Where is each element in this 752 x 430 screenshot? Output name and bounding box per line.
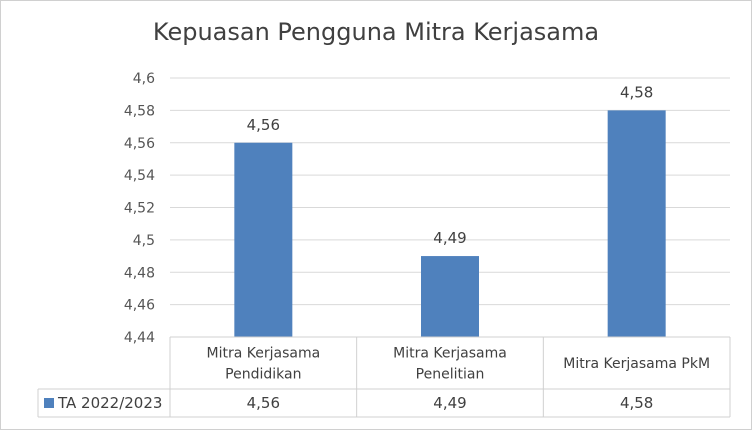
category-label: Pendidikan [225,367,301,383]
data-label: 4,56 [247,116,280,134]
category-label: Penelitian [416,367,485,383]
y-tick-label: 4,44 [124,330,155,346]
bar [607,110,666,337]
bar [421,256,479,337]
y-tick-label: 4,48 [124,265,155,281]
data-label: 4,58 [620,83,653,101]
table-value: 4,49 [433,394,466,412]
chart-title: Kepuasan Pengguna Mitra Kerjasama [152,18,600,46]
category-label: Mitra Kerjasama [393,346,507,362]
y-tick-label: 4,52 [124,201,155,217]
y-tick-label: 4,5 [133,233,155,249]
legend-label: TA 2022/2023 [57,394,162,412]
table-value: 4,56 [247,394,280,412]
category-label: Mitra Kerjasama [207,346,321,362]
y-tick-label: 4,54 [124,168,155,184]
y-tick-label: 4,46 [124,298,155,314]
category-label: Mitra Kerjasama PkM [563,356,710,372]
y-tick-label: 4,58 [124,103,155,119]
bars [234,110,666,337]
legend-key [44,398,54,408]
y-axis-ticks: 4,44 4,46 4,48 4,5 4,52 4,54 4,56 4,58 4,6 [124,71,155,346]
data-label: 4,49 [433,229,466,247]
data-labels: 4,56 4,49 4,58 [247,83,654,247]
bar [234,142,293,337]
table-value: 4,58 [620,394,653,412]
data-table: Mitra Kerjasama Pendidikan Mitra Kerjasama… [37,336,731,418]
y-tick-label: 4,6 [133,71,155,87]
y-tick-label: 4,56 [124,136,155,152]
